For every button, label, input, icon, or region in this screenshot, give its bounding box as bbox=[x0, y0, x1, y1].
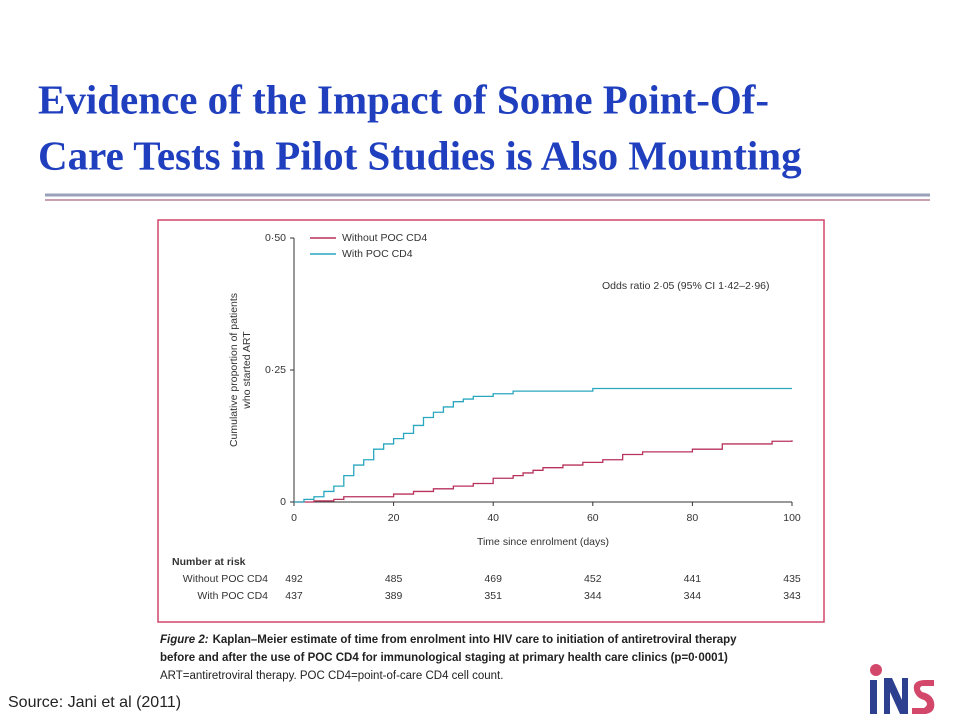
risk-value: 492 bbox=[285, 573, 303, 585]
slide-title: Care Tests in Pilot Studies is Also Moun… bbox=[38, 132, 802, 178]
risk-value: 437 bbox=[285, 590, 303, 602]
y-axis-label: who started ART bbox=[241, 331, 253, 410]
x-axis-label: Time since enrolment (days) bbox=[477, 536, 609, 548]
risk-value: 469 bbox=[484, 573, 502, 585]
risk-title: Number at risk bbox=[172, 556, 246, 568]
y-tick-label: 0·50 bbox=[265, 232, 286, 244]
source: Source: Jani et al (2011) bbox=[8, 694, 181, 711]
x-tick-label: 80 bbox=[687, 512, 699, 524]
logo bbox=[870, 664, 935, 714]
risk-value: 343 bbox=[783, 590, 801, 602]
risk-value: 351 bbox=[484, 590, 502, 602]
risk-value: 344 bbox=[684, 590, 702, 602]
figure-label: Figure 2: bbox=[160, 634, 209, 646]
risk-row-name: Without POC CD4 bbox=[183, 573, 268, 585]
x-tick-label: 20 bbox=[388, 512, 400, 524]
risk-value: 452 bbox=[584, 573, 602, 585]
legend-label: With POC CD4 bbox=[342, 248, 413, 260]
risk-row-name: With POC CD4 bbox=[197, 590, 268, 602]
x-tick-label: 60 bbox=[587, 512, 599, 524]
caption-line: before and after the use of POC CD4 for … bbox=[160, 652, 728, 664]
risk-value: 344 bbox=[584, 590, 602, 602]
risk-value: 435 bbox=[783, 573, 801, 585]
x-tick-label: 0 bbox=[291, 512, 297, 524]
y-axis-label: Cumulative proportion of patients bbox=[228, 293, 240, 447]
risk-value: 441 bbox=[684, 573, 702, 585]
risk-value: 485 bbox=[385, 573, 403, 585]
x-tick-label: 40 bbox=[487, 512, 499, 524]
risk-value: 389 bbox=[385, 590, 403, 602]
caption-line: Kaplan–Meier estimate of time from enrol… bbox=[213, 634, 738, 646]
legend-label: Without POC CD4 bbox=[342, 232, 427, 244]
annotation: Odds ratio 2·05 (95% CI 1·42–2·96) bbox=[602, 280, 770, 292]
series-line bbox=[294, 387, 792, 503]
y-tick-label: 0·25 bbox=[265, 364, 286, 376]
series-line bbox=[294, 440, 793, 503]
slide-title: Evidence of the Impact of Some Point-Of- bbox=[38, 76, 769, 122]
chart-frame bbox=[157, 219, 825, 623]
caption-line: ART=antiretroviral therapy. POC CD4=poin… bbox=[160, 670, 503, 682]
y-tick-label: 0 bbox=[280, 496, 286, 508]
x-tick-label: 100 bbox=[783, 512, 801, 524]
